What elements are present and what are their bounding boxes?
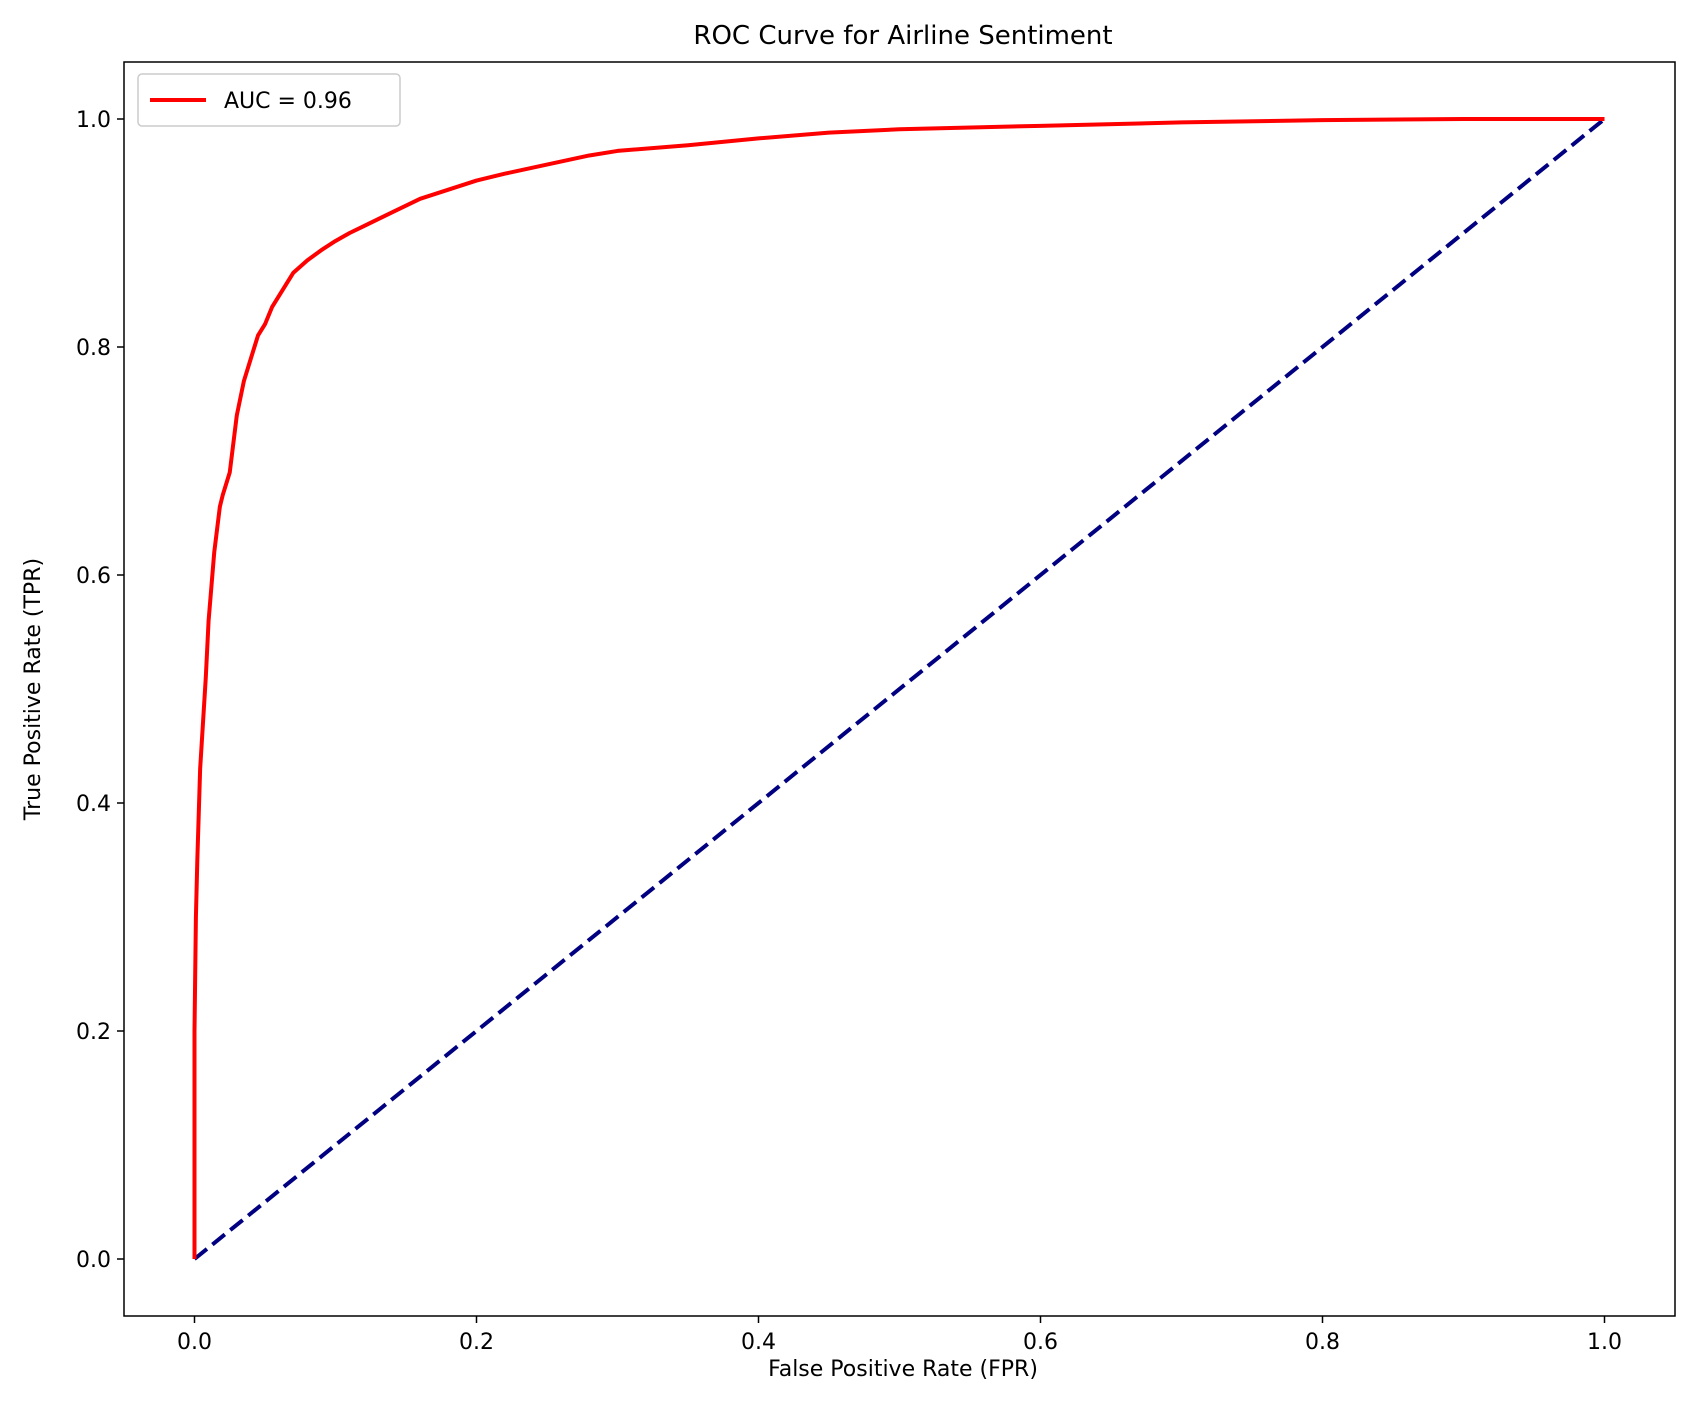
chart-title: ROC Curve for Airline Sentiment: [693, 21, 1112, 51]
y-axis-ticks: 0.0 0.2 0.4 0.6 0.8 1.0: [76, 108, 124, 1273]
x-tick-label: 0.8: [1305, 1330, 1340, 1355]
series-layer: [192, 117, 1606, 1261]
y-tick-label: 0.4: [76, 792, 111, 817]
y-tick-label: 0.6: [76, 564, 111, 589]
x-tick-label: 0.0: [177, 1330, 212, 1355]
x-tick-label: 0.2: [459, 1330, 494, 1355]
x-tick-label: 1.0: [1587, 1330, 1622, 1355]
y-tick-label: 0.0: [76, 1248, 111, 1273]
legend-label-roc: AUC = 0.96: [224, 89, 352, 114]
random-baseline-line: [193, 117, 1606, 1261]
y-tick-label: 0.2: [76, 1020, 111, 1045]
legend-box: [137, 73, 401, 127]
legend: AUC = 0.96: [137, 73, 401, 127]
y-axis-label: True Positive Rate (TPR): [21, 558, 46, 821]
x-tick-label: 0.6: [1023, 1330, 1058, 1355]
x-axis-label: False Positive Rate (FPR): [768, 1357, 1038, 1382]
roc-curve-line: [192, 117, 1605, 1259]
y-tick-label: 0.8: [76, 336, 111, 361]
plot-frame: [123, 61, 1676, 1317]
x-axis-ticks: 0.0 0.2 0.4 0.6 0.8 1.0: [177, 1316, 1622, 1355]
x-tick-label: 0.4: [741, 1330, 776, 1355]
y-tick-label: 1.0: [76, 108, 111, 133]
